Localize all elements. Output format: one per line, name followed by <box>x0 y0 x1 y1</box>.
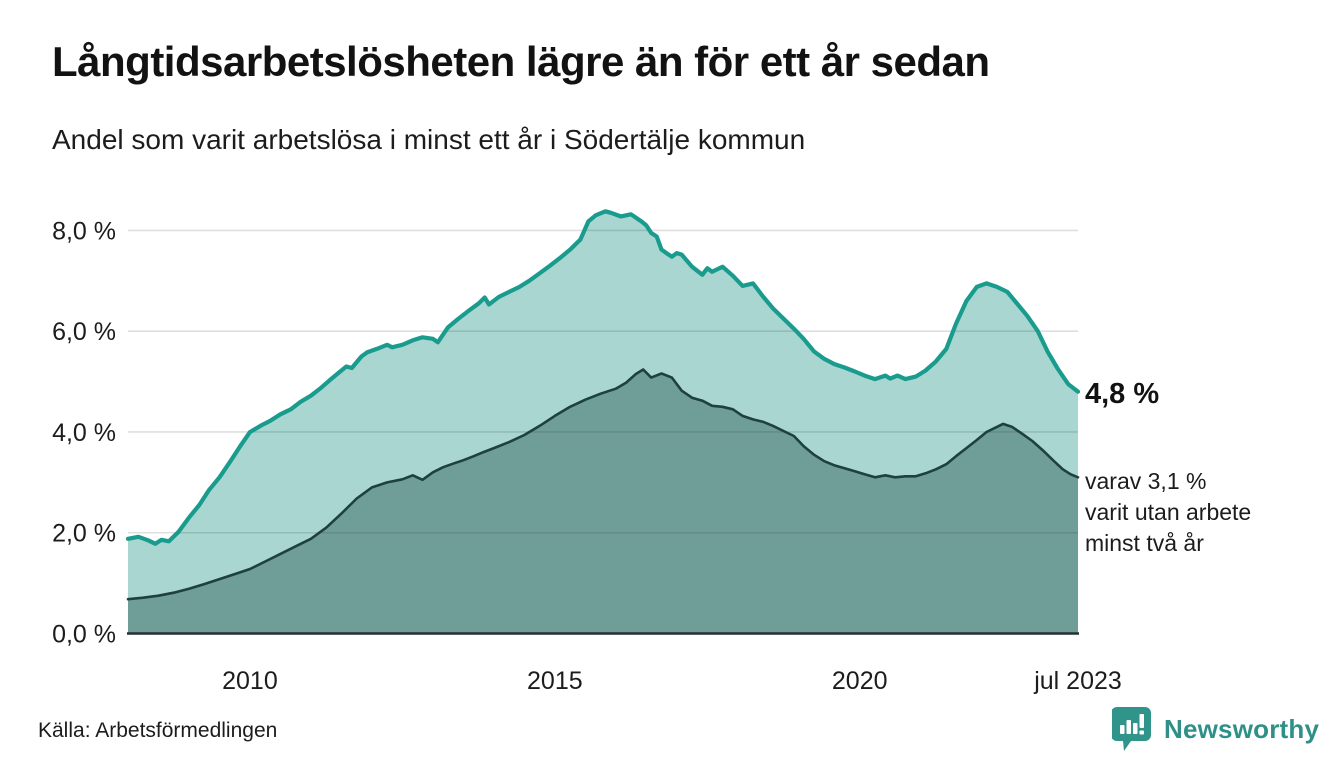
chart-subtitle: Andel som varit arbetslösa i minst ett å… <box>52 124 806 155</box>
logo-wordmark: Newsworthy <box>1164 714 1320 744</box>
annotation-line-1: varav 3,1 % <box>1085 468 1207 494</box>
y-tick-label: 0,0 % <box>52 621 116 649</box>
series-end-value-label: 4,8 % <box>1085 378 1160 410</box>
bar-chart-speech-bubble-icon <box>1112 707 1151 751</box>
y-tick-label: 6,0 % <box>52 318 116 346</box>
newsworthy-logo: Newsworthy <box>1112 705 1319 755</box>
x-tick-label: 2010 <box>222 667 278 695</box>
logo-bar-chart-glyph <box>1120 714 1144 735</box>
series-secondary-annotation: varav 3,1 % varit utan arbete minst två … <box>1085 466 1251 559</box>
annotation-line-2: varit utan arbete <box>1085 499 1252 525</box>
x-tick-label: 2015 <box>527 667 583 695</box>
series-line-1 <box>126 368 1080 601</box>
y-tick-label: 8,0 % <box>52 217 116 245</box>
x-tick-label: 2020 <box>832 667 888 695</box>
series-line-0 <box>125 209 1081 546</box>
series-fill-1 <box>128 369 1078 634</box>
x-tick-label: jul 2023 <box>1033 667 1122 695</box>
y-tick-label: 2,0 % <box>52 520 116 548</box>
y-tick-label: 4,0 % <box>52 419 116 447</box>
annotation-line-3: minst två år <box>1085 530 1204 556</box>
chart-title: Långtidsarbetslösheten lägre än för ett … <box>52 38 990 85</box>
source-credit: Källa: Arbetsförmedlingen <box>38 719 278 742</box>
